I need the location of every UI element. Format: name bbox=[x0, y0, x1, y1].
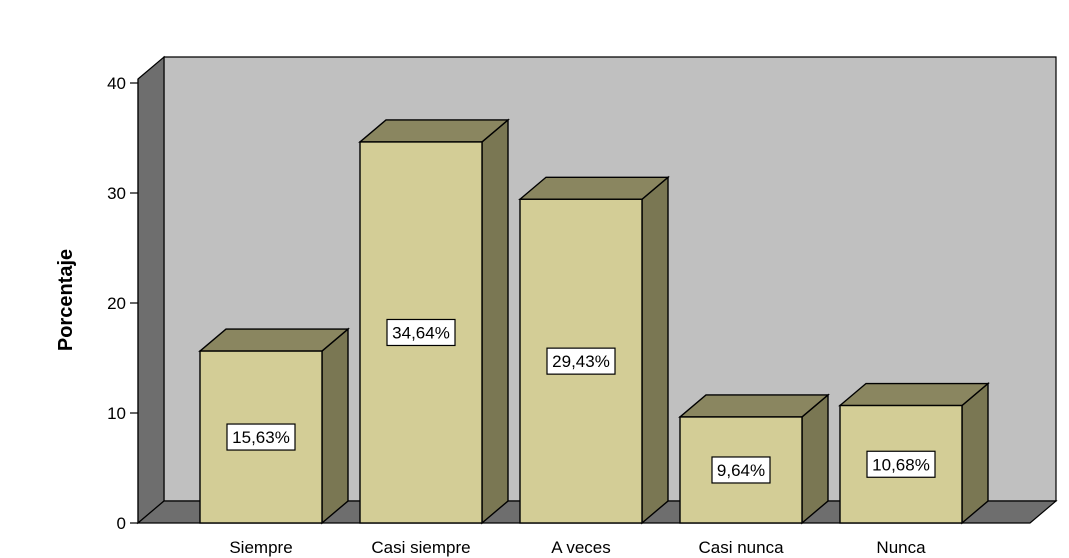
y-tick-label: 30 bbox=[107, 184, 126, 203]
bar: 9,64% bbox=[678, 393, 830, 525]
data-label-box bbox=[226, 423, 296, 451]
y-axis: 0 10 20 30 40 bbox=[107, 74, 139, 533]
plot-left-wall bbox=[137, 55, 165, 525]
y-tick-label: 10 bbox=[107, 404, 126, 423]
bar-side-face bbox=[321, 327, 349, 525]
bar: 29,43% bbox=[518, 175, 670, 525]
y-axis-title: Porcentaje bbox=[55, 249, 77, 351]
bar-top-face bbox=[198, 328, 350, 352]
bar-top-face bbox=[678, 394, 830, 418]
category-label: Casi siempre bbox=[371, 538, 470, 557]
data-label-box bbox=[546, 347, 616, 375]
data-label: 34,64% bbox=[392, 323, 450, 342]
data-label-box bbox=[866, 450, 936, 478]
bar-top-face bbox=[518, 176, 670, 200]
category-labels: Siempre Casi siempre A veces Casi nunca Nunc… bbox=[229, 538, 926, 557]
y-tick-label: 20 bbox=[107, 294, 126, 313]
data-label: 15,63% bbox=[232, 428, 290, 447]
category-label: Siempre bbox=[229, 538, 292, 557]
bar-side-face bbox=[641, 175, 669, 525]
category-label: A veces bbox=[551, 538, 611, 557]
data-label-box bbox=[711, 456, 771, 484]
data-label: 29,43% bbox=[552, 352, 610, 371]
bar: 10,68% bbox=[838, 382, 990, 525]
bar: 34,64% bbox=[358, 118, 510, 525]
y-tick-label: 40 bbox=[107, 74, 126, 93]
bar: 15,63% bbox=[198, 327, 350, 525]
bar-top-face bbox=[358, 119, 510, 143]
data-label: 9,64% bbox=[717, 461, 765, 480]
data-label: 10,68% bbox=[872, 455, 930, 474]
bars-group: 15,63% 34,64% 29,43% 9,64% 10,68% bbox=[198, 118, 990, 525]
category-label: Casi nunca bbox=[698, 538, 784, 557]
bar-side-face bbox=[961, 382, 989, 525]
category-label: Nunca bbox=[876, 538, 926, 557]
bar-side-face bbox=[481, 118, 509, 525]
y-tick-label: 0 bbox=[117, 514, 126, 533]
data-label-box bbox=[386, 318, 456, 347]
bar-top-face bbox=[838, 382, 990, 407]
